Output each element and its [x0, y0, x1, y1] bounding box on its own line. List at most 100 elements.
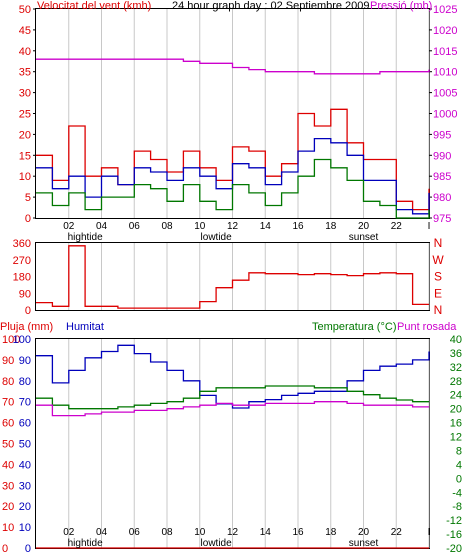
wind-speed-tick-label: 25 — [19, 109, 31, 121]
rain-tick-label: 30 — [2, 480, 14, 492]
pressure-tick-label: 1025 — [433, 4, 457, 16]
x-tick-label: 04 — [96, 221, 108, 232]
wind-speed-tick-label: 40 — [19, 46, 31, 58]
x-tick-label: 02 — [63, 221, 75, 232]
series-Humitat — [36, 344, 430, 409]
humidity-tick-label: 100 — [13, 334, 31, 346]
rain-axis-title: Pluja (mm) — [0, 321, 53, 333]
pressure-tick-label: 985 — [433, 171, 451, 183]
humidity-tick-label: 10 — [19, 522, 31, 534]
rain-tick-label: 40 — [2, 459, 14, 471]
rain-tick-label: 50 — [2, 439, 14, 451]
temperature-tick-label: 24 — [450, 390, 462, 402]
direction-tick-label: 180 — [13, 272, 31, 284]
rain-tick-label: 80 — [2, 376, 14, 388]
wind-speed-tick-label: 10 — [19, 171, 31, 183]
x-tick-label: 16 — [292, 527, 304, 538]
wind-speed-axis-title: Velocitat del vent (kmh) — [37, 0, 151, 12]
direction-tick-label: 0 — [25, 305, 31, 317]
pressure-tick-label: 1005 — [433, 88, 457, 100]
x-tick-label: 12 — [227, 527, 239, 538]
rain-tick-label: 90 — [2, 355, 14, 367]
compass-label: N — [434, 303, 443, 317]
x-tick-label: 22 — [391, 527, 403, 538]
x-tick-label: 18 — [325, 527, 337, 538]
x-tick-label: 04 — [96, 527, 108, 538]
temperature-tick-label: 40 — [450, 334, 462, 346]
temperature-axis-title: Temperatura (°C) — [312, 321, 396, 333]
compass-label: S — [434, 270, 442, 284]
temperature-tick-label: 8 — [456, 445, 462, 457]
x-tick-label: I — [428, 527, 431, 538]
pressure-axis-title: Pressió (mb) — [370, 0, 432, 12]
temperature-tick-label: 36 — [450, 348, 462, 360]
x-tick-label: 16 — [292, 221, 304, 232]
x-tick-label: 20 — [358, 221, 370, 232]
humidity-tick-label: 20 — [19, 501, 31, 513]
series-low — [36, 158, 430, 219]
x-marker-label: sunset — [349, 232, 379, 243]
wind-speed-tick-label: 20 — [19, 129, 31, 141]
temperature-tick-label: 12 — [450, 432, 462, 444]
x-tick-label: 22 — [391, 221, 403, 232]
series-avg — [36, 137, 430, 215]
rain-tick-label: 10 — [2, 522, 14, 534]
series-Temperatura — [36, 385, 429, 410]
grid-layer — [33, 8, 432, 548]
temperature-tick-label: -12 — [446, 515, 462, 527]
rain-tick-label: 20 — [2, 501, 14, 513]
direction-tick-label: 90 — [19, 288, 31, 300]
pressure-tick-label: 995 — [433, 129, 451, 141]
temperature-tick-label: 16 — [450, 418, 462, 430]
label-layer: 0510152025303540455097598098599099510001… — [2, 4, 462, 555]
wind-speed-tick-label: 50 — [19, 4, 31, 16]
chart-title: 24 hour graph day : 02 Septiembre 2009 — [172, 0, 370, 12]
temperature-tick-label: -20 — [446, 543, 462, 555]
direction-tick-label: 270 — [13, 255, 31, 267]
x-tick-label: 12 — [227, 221, 239, 232]
series-wind-direction — [36, 245, 429, 309]
rain-tick-label: 0 — [2, 543, 8, 555]
wind-speed-tick-label: 45 — [19, 25, 31, 37]
humidity-axis-title: Humitat — [66, 321, 104, 333]
temperature-tick-label: 20 — [450, 404, 462, 416]
direction-tick-label: 360 — [13, 238, 31, 250]
x-tick-label: 08 — [161, 527, 173, 538]
wind-speed-tick-label: 5 — [25, 192, 31, 204]
x-tick-label: I — [428, 221, 431, 232]
x-marker-label: lowtide — [201, 232, 233, 243]
humidity-tick-label: 50 — [19, 439, 31, 451]
x-marker-label: hightide — [68, 538, 103, 549]
pressure-tick-label: 1010 — [433, 67, 457, 79]
wind-speed-tick-label: 30 — [19, 88, 31, 100]
pressure-tick-label: 980 — [433, 192, 451, 204]
x-tick-label: 10 — [194, 527, 206, 538]
rain-tick-label: 60 — [2, 418, 14, 430]
x-tick-label: 18 — [325, 221, 337, 232]
pressure-tick-label: 990 — [433, 150, 451, 162]
wind-speed-tick-label: 35 — [19, 67, 31, 79]
rain-tick-label: 70 — [2, 397, 14, 409]
humidity-tick-label: 70 — [19, 397, 31, 409]
x-tick-label: 14 — [260, 527, 272, 538]
x-tick-label: 06 — [129, 527, 141, 538]
wind-speed-tick-label: 15 — [19, 150, 31, 162]
x-tick-label: 08 — [161, 221, 173, 232]
pressure-tick-label: 1015 — [433, 46, 457, 58]
temperature-tick-label: -4 — [452, 487, 462, 499]
temperature-tick-label: 28 — [450, 376, 462, 388]
series-Punt-rosada — [36, 401, 429, 417]
rain-tick-label: 100 — [2, 334, 20, 346]
humidity-tick-label: 0 — [25, 543, 31, 555]
x-tick-label: 20 — [358, 527, 370, 538]
humidity-tick-label: 40 — [19, 459, 31, 471]
compass-label: N — [434, 236, 443, 250]
series-pressure — [36, 58, 430, 75]
compass-label: W — [432, 253, 444, 267]
compass-label: E — [434, 286, 442, 300]
temperature-tick-label: 32 — [450, 362, 462, 374]
temperature-tick-label: 0 — [456, 473, 462, 485]
humidity-tick-label: 30 — [19, 480, 31, 492]
x-tick-label: 02 — [63, 527, 75, 538]
humidity-tick-label: 60 — [19, 418, 31, 430]
